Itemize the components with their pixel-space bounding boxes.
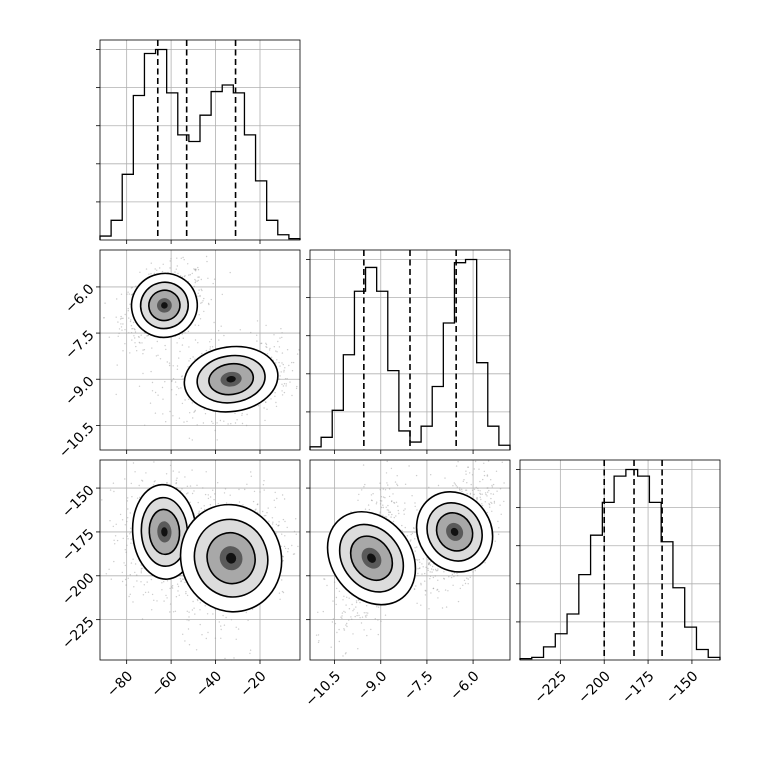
- x-tick-label: −60: [149, 668, 181, 700]
- contour-line: [338, 523, 405, 593]
- y-tick-label: −6.0: [62, 281, 97, 316]
- x-tick-label: −40: [193, 668, 225, 700]
- contour-line: [349, 535, 394, 582]
- histogram-step: [519, 468, 721, 660]
- density-level: [450, 527, 459, 536]
- x-tick-label: −6.0: [447, 668, 482, 703]
- density-level: [226, 552, 237, 564]
- y-tick-label: −175: [59, 526, 98, 565]
- histogram-step: [99, 48, 301, 240]
- contour-line: [139, 281, 189, 330]
- y-tick-label: −225: [59, 614, 98, 653]
- contour-line: [193, 518, 269, 598]
- histogram-panel-1: [306, 249, 511, 454]
- x-tick-label: −9.0: [355, 668, 390, 703]
- x-tick-label: −175: [619, 668, 658, 707]
- histogram-panel-2: [516, 459, 721, 664]
- contour-line: [326, 510, 417, 606]
- x-tick-label: −80: [104, 668, 136, 700]
- contour-line: [415, 491, 494, 573]
- contour-line: [148, 508, 181, 556]
- panel-frame: [99, 39, 301, 241]
- scatter-panel-2: [306, 459, 511, 664]
- density-cluster: [130, 272, 199, 339]
- panel-frame: [309, 249, 511, 451]
- x-tick-label: −150: [663, 668, 702, 707]
- scatter-points: [103, 255, 300, 441]
- scatter-panel-0: [96, 249, 301, 454]
- density-cluster: [326, 510, 417, 606]
- y-tick-label: −150: [59, 482, 98, 521]
- y-tick-label: −7.5: [62, 327, 97, 362]
- contour-line: [196, 354, 266, 404]
- panel-frame: [519, 459, 721, 661]
- panel-frame: [309, 459, 511, 661]
- contour-line: [130, 272, 199, 339]
- contour-line: [183, 345, 279, 413]
- contour-line: [208, 362, 255, 396]
- contour-line: [435, 512, 474, 552]
- x-tick-label: −20: [237, 668, 269, 700]
- density-cluster: [415, 491, 494, 573]
- histogram-panel-0: [96, 39, 301, 244]
- contour-line: [148, 289, 181, 322]
- density-level: [367, 553, 376, 563]
- panel-frame: [99, 459, 301, 661]
- density-level: [161, 527, 168, 537]
- x-tick-label: −200: [575, 668, 614, 707]
- x-tick-label: −7.5: [401, 668, 436, 703]
- y-tick-label: −200: [59, 570, 98, 609]
- density-level: [226, 375, 236, 383]
- x-tick-label: −10.5: [303, 668, 345, 710]
- density-cluster: [183, 345, 279, 413]
- contour-line: [206, 531, 256, 585]
- scatter-panel-1: [96, 459, 301, 664]
- y-tick-label: −9.0: [62, 374, 97, 409]
- density-cluster: [179, 503, 283, 613]
- contour-line: [426, 502, 483, 562]
- contour-line: [179, 503, 283, 613]
- panel-frame: [99, 249, 301, 451]
- density-level: [161, 302, 168, 309]
- y-tick-label: −10.5: [56, 420, 98, 462]
- histogram-step: [309, 258, 511, 450]
- x-tick-label: −225: [531, 668, 570, 707]
